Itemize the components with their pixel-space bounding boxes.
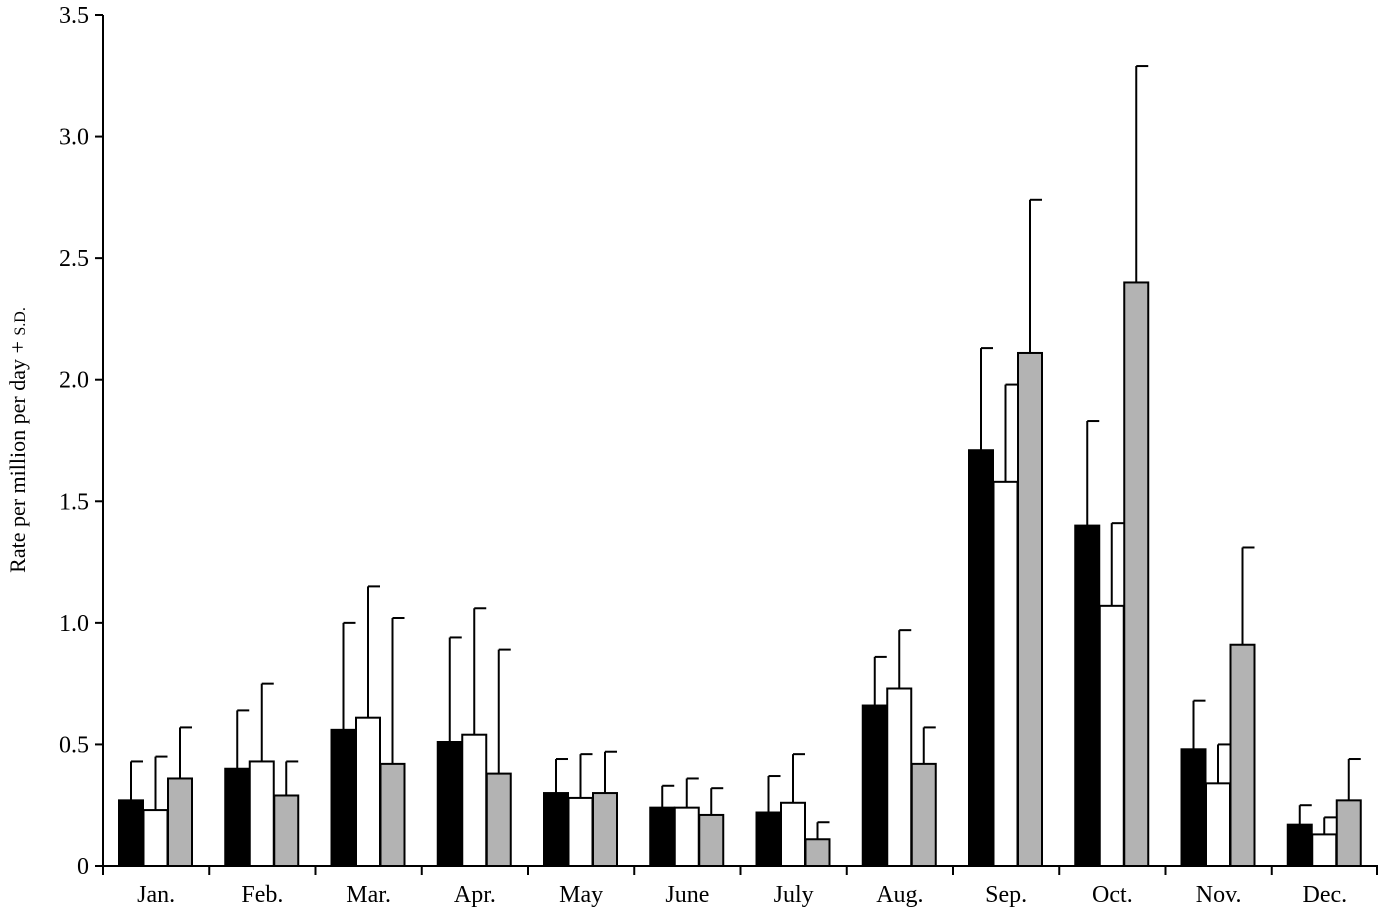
x-category-label: Oct. [1092, 882, 1133, 908]
bar [910, 762, 937, 868]
x-category-label: Aug. [876, 882, 923, 908]
bar [461, 733, 488, 868]
bar [167, 777, 193, 867]
y-axis-title-main: Rate per million per day + [5, 336, 30, 573]
bar [118, 799, 144, 868]
bar [968, 449, 994, 867]
bar [224, 767, 251, 867]
x-category-label: Apr. [454, 882, 496, 908]
y-axis: 0 0.5 1.0 1.5 2.0 2.5 3.0 3.5 [59, 3, 104, 880]
bar [673, 806, 700, 867]
bar [1074, 524, 1101, 867]
bar [330, 728, 357, 868]
bar [1286, 823, 1313, 867]
bar [1017, 351, 1043, 867]
y-tick-label: 2.0 [59, 368, 89, 394]
bar [1205, 782, 1231, 867]
bar [567, 796, 594, 867]
bars [118, 281, 1362, 868]
bar [592, 792, 618, 867]
y-tick-label: 2.5 [59, 246, 89, 272]
bar [698, 813, 725, 868]
y-tick-label: 0.5 [59, 732, 89, 758]
bar [379, 762, 406, 868]
y-tick-label: 1.5 [59, 489, 89, 515]
bar [1180, 748, 1207, 868]
bar [804, 838, 831, 867]
y-tick-label: 1.0 [59, 611, 89, 637]
x-category-label: Mar. [346, 882, 391, 908]
x-category-label: Dec. [1303, 882, 1348, 908]
x-category-label: Nov. [1196, 882, 1242, 908]
bar [1335, 799, 1362, 868]
x-category-label: June [665, 882, 709, 908]
x-category-label: July [774, 882, 814, 908]
error-bars [130, 65, 1361, 840]
bar [992, 480, 1019, 867]
bar [1123, 281, 1150, 867]
bar [436, 740, 463, 867]
bar [355, 716, 381, 867]
bar [861, 704, 888, 867]
y-axis-title-sd: S.D. [12, 307, 29, 335]
y-tick-label: 3.0 [59, 125, 89, 151]
bar [1098, 604, 1125, 868]
bar [780, 801, 806, 867]
bar [485, 772, 512, 867]
bar [1311, 833, 1338, 867]
y-tick-label: 0 [77, 854, 89, 880]
y-axis-title: Rate per million per day + S.D. [5, 307, 30, 573]
bar [142, 809, 169, 868]
x-axis: Jan. Feb. Mar. Apr. May June July Aug. Sep. Oct. N… [102, 865, 1378, 908]
x-category-label: Sep. [985, 882, 1027, 908]
bar [1229, 643, 1256, 867]
bar [649, 806, 676, 867]
x-category-label: Jan. [137, 882, 175, 908]
bar [248, 760, 275, 867]
bar [886, 687, 913, 868]
x-category-label: Feb. [241, 882, 283, 908]
y-tick-label: 3.5 [59, 3, 89, 29]
bar [543, 792, 569, 867]
x-category-label: May [559, 882, 603, 908]
bar [755, 811, 782, 867]
bar [273, 794, 300, 868]
